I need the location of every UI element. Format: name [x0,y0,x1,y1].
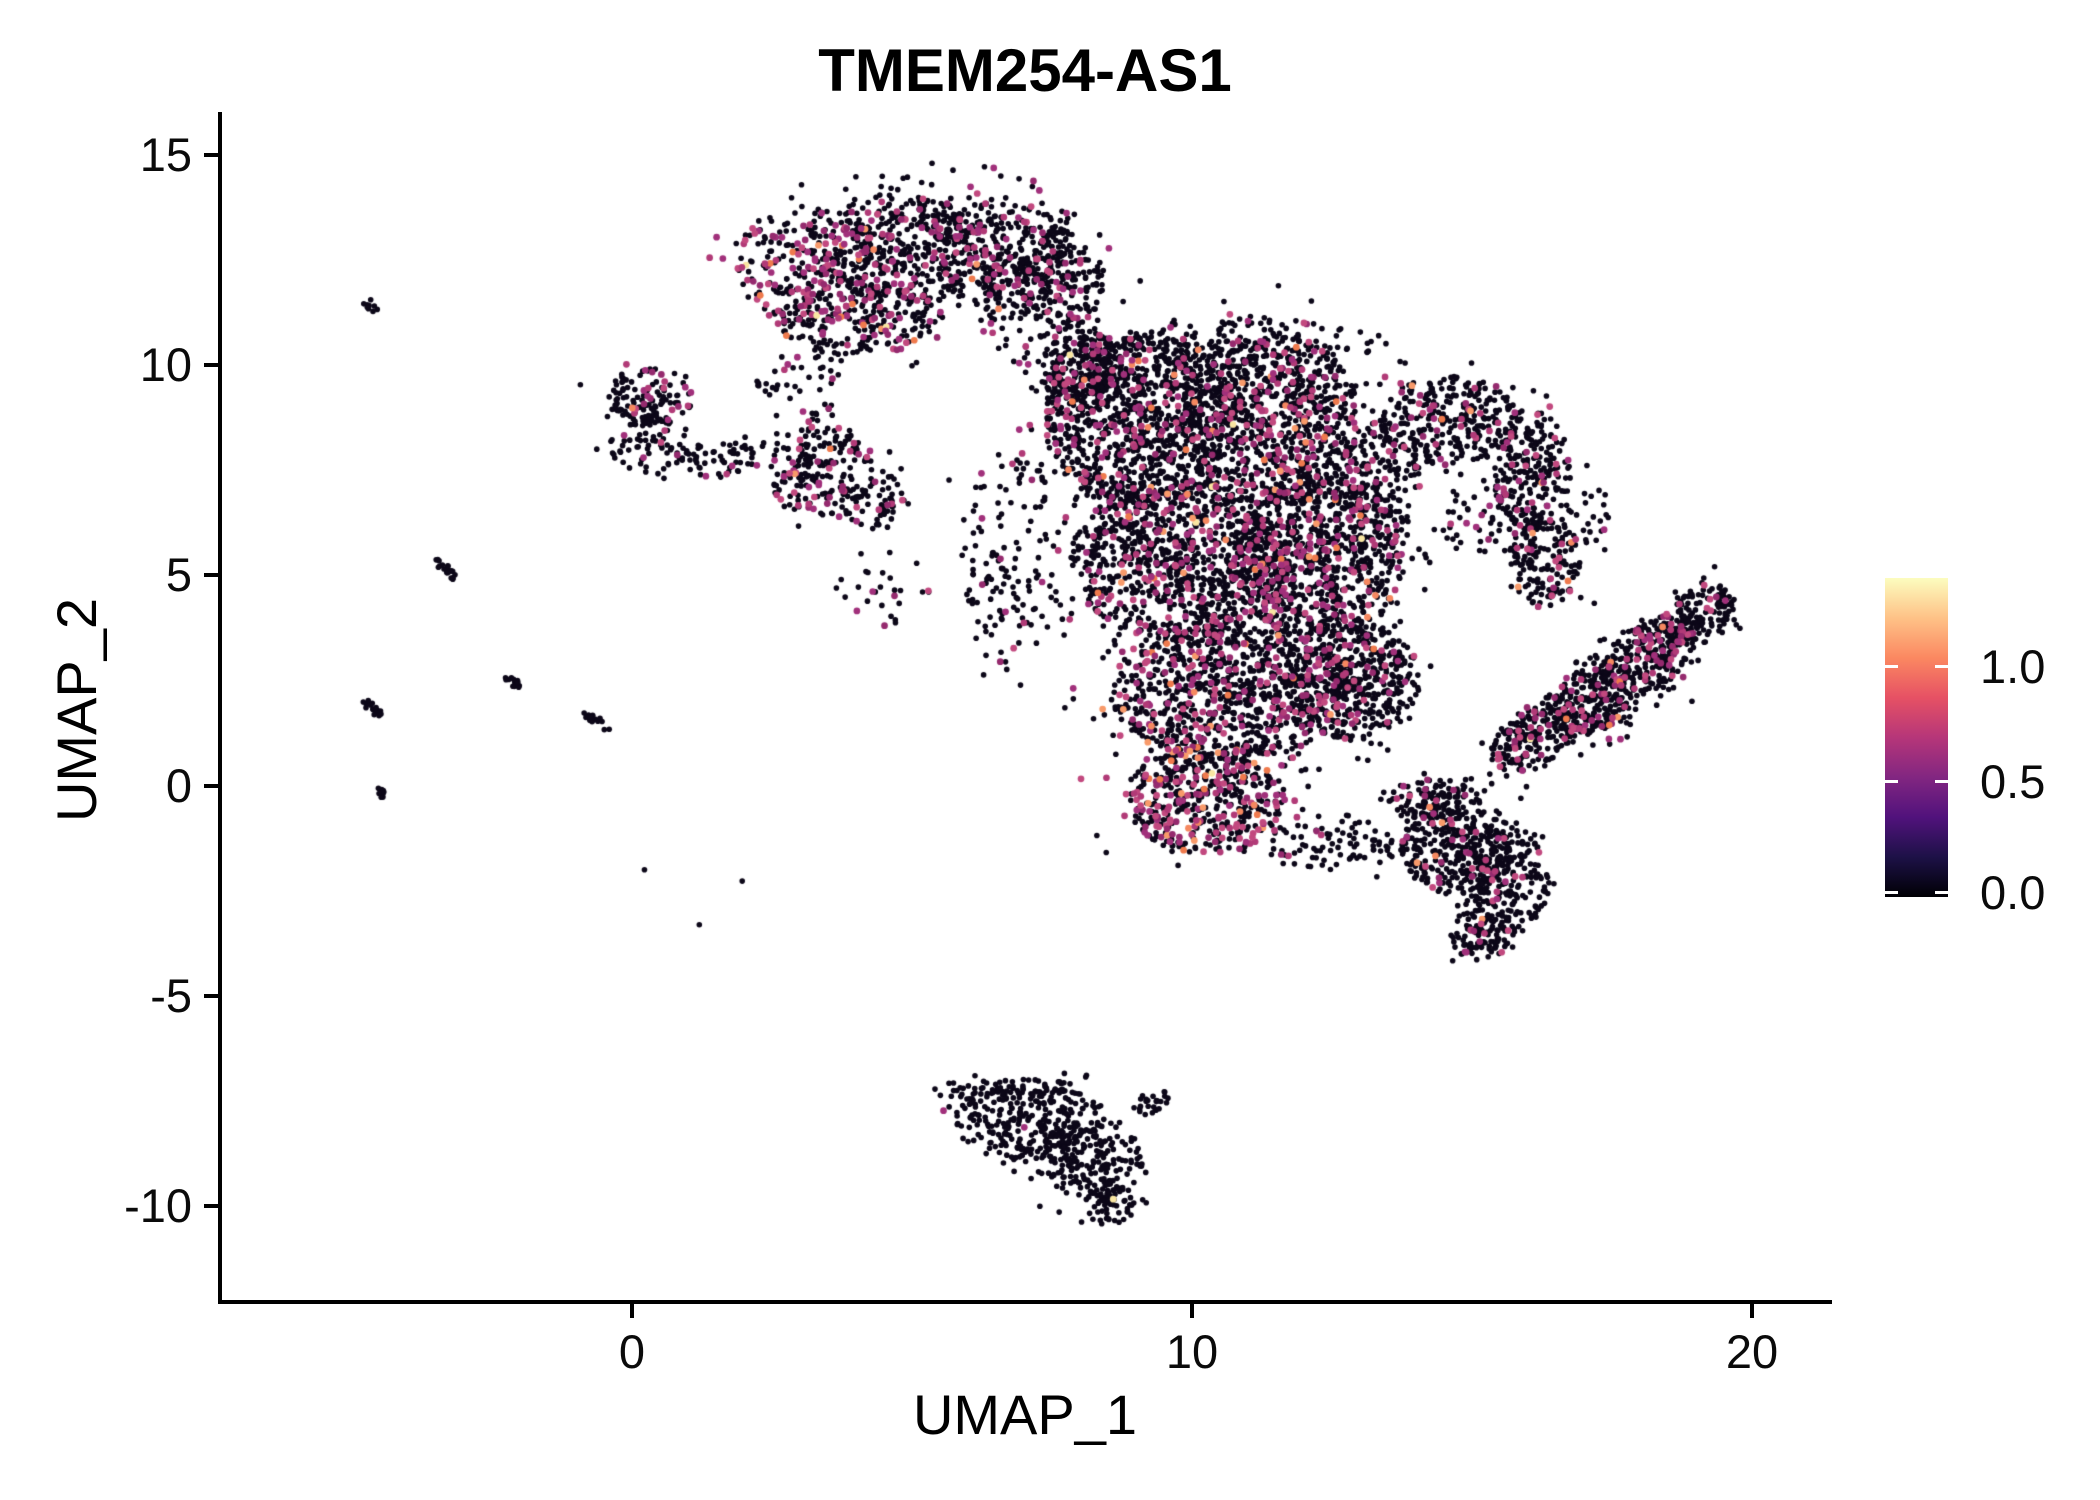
colorbar-tick-0.5-left [1885,780,1898,783]
x-axis-line [218,1300,1832,1304]
y-tick-label-m5: -5 [150,969,192,1022]
y-tick-label-0: 0 [165,759,192,812]
y-tick-mark-0 [204,784,218,788]
colorbar-tick-0.5-right [1935,780,1948,783]
colorbar-tick-0.0-left [1885,891,1898,894]
colorbar-tick-1.0-left [1885,665,1898,668]
y-tick-label-m10: -10 [124,1179,192,1232]
y-tick-mark-5 [204,573,218,577]
y-tick-mark-15 [204,153,218,157]
x-tick-mark-0 [630,1304,634,1318]
x-axis-title: UMAP_1 [912,1383,1138,1446]
colorbar-tick-0.0-right [1935,891,1948,894]
y-tick-mark-10 [204,363,218,367]
y-tick-label-10: 10 [139,338,192,391]
x-tick-label-10: 10 [1165,1325,1219,1378]
colorbar-tick-1.0-right [1935,665,1948,668]
y-tick-label-5: 5 [165,548,192,601]
colorbar-label-1.0: 1.0 [1980,640,2046,693]
y-tick-label-15: 15 [139,128,192,181]
colorbar-gradient [1885,578,1948,897]
y-tick-mark-m10 [204,1204,218,1208]
y-axis-line [218,112,222,1304]
x-tick-label-20: 20 [1725,1325,1779,1378]
colorbar-label-0.5: 0.5 [1980,755,2046,808]
x-tick-mark-20 [1750,1304,1754,1318]
colorbar-label-0.0: 0.0 [1980,866,2046,919]
y-axis-title: UMAP_2 [45,597,108,823]
x-tick-mark-10 [1190,1304,1194,1318]
y-tick-mark-m5 [204,994,218,998]
x-tick-label-0: 0 [618,1325,646,1378]
